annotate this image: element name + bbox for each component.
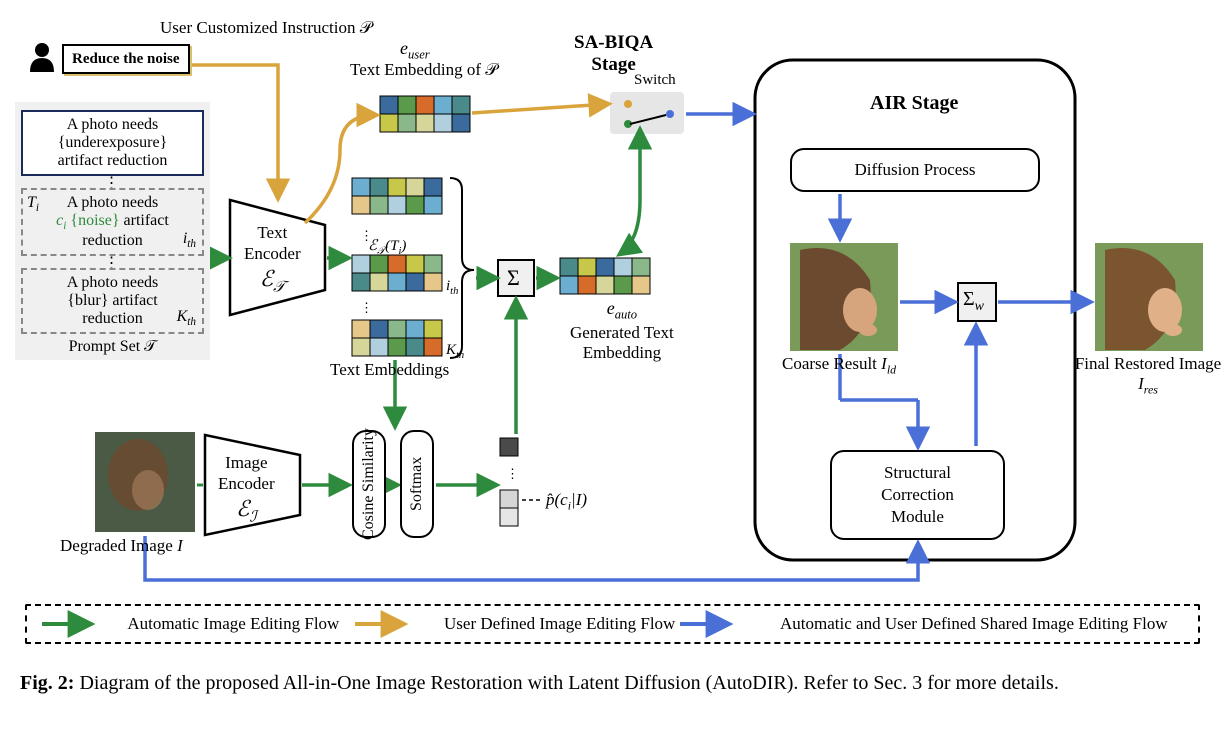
prompt-set: A photo needs {underexposure} artifact r… — [15, 102, 210, 360]
emb-Kth: Kth — [446, 342, 464, 361]
sa-biqa-label: SA-BIQAStage — [574, 32, 653, 76]
prompt-K: A photo needs {blur} artifact reductionK… — [21, 268, 204, 334]
degraded-label: Degraded Image I — [60, 536, 183, 556]
prompt-0: A photo needs {underexposure} artifact r… — [21, 110, 204, 176]
svg-text:⋮: ⋮ — [506, 466, 519, 481]
legend-user: User Defined Image Editing Flow — [444, 614, 675, 634]
phat-cubes: ⋮ — [500, 438, 519, 526]
legend-auto: Automatic Image Editing Flow — [127, 614, 339, 634]
text-embeddings-label: Text Embeddings — [330, 360, 449, 380]
user-input-box: Reduce the noise — [62, 44, 190, 74]
legend: Automatic Image Editing Flow User Define… — [25, 604, 1200, 644]
e-user-label: euser — [400, 38, 430, 63]
degraded-image — [95, 432, 195, 532]
final-image — [1095, 243, 1203, 351]
final-label: Final Restored Image Ires — [1068, 354, 1223, 397]
e-auto-grid — [560, 258, 650, 294]
prompt-i: Ti A photo needs ci {noise} artifact red… — [21, 188, 204, 256]
cosine-box: Cosine Similarity — [352, 430, 386, 538]
softmax-box: Softmax — [400, 430, 434, 538]
air-stage-label: AIR Stage — [870, 92, 958, 115]
emb-ith: ith — [446, 278, 458, 297]
prompt-set-caption: Prompt Set 𝒯 — [21, 338, 204, 356]
scm-box: StructuralCorrectionModule — [830, 450, 1005, 540]
text-encoder-label: Text Encoder ℰ𝒯 — [244, 222, 301, 296]
diffusion-box: Diffusion Process — [790, 148, 1040, 192]
text-embeddings: ⋮ ⋮ — [352, 178, 442, 356]
switch-label: Switch — [634, 72, 676, 89]
phat-label: p̂(ci|I) — [546, 490, 587, 513]
coarse-result-image — [790, 243, 898, 351]
e-user-sub: Text Embedding of 𝒫 — [350, 60, 498, 80]
figure-caption: Fig. 2: Diagram of the proposed All-in-O… — [0, 670, 1223, 697]
sigma-label: Σ — [507, 265, 520, 291]
emb-ETi: ℰ𝒯(Ti) — [368, 236, 406, 258]
user-input-text: Reduce the noise — [72, 51, 180, 67]
user-instruction-label: User Customized Instruction 𝒫 — [160, 18, 372, 38]
user-icon — [30, 43, 54, 72]
e-auto-label: eauto Generated Text Embedding — [570, 298, 674, 363]
coarse-label: Coarse Result Ild — [782, 354, 896, 377]
svg-text:⋮: ⋮ — [360, 300, 373, 315]
legend-shared: Automatic and User Defined Shared Image … — [780, 614, 1168, 634]
e-user-grid — [380, 96, 470, 132]
sigma-w-label: Σw — [963, 288, 984, 315]
image-encoder-label: Image Encoder ℰℐ — [218, 452, 275, 526]
